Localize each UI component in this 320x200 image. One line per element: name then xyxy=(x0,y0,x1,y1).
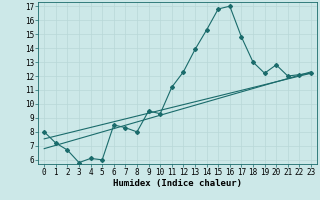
X-axis label: Humidex (Indice chaleur): Humidex (Indice chaleur) xyxy=(113,179,242,188)
